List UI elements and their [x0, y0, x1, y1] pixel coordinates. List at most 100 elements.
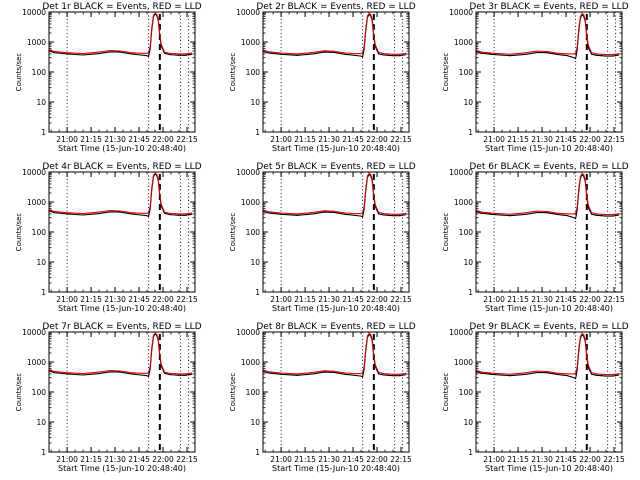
data-point-lld [584, 178, 586, 180]
data-point-lld [578, 28, 580, 30]
data-point-lld [371, 178, 373, 180]
x-axis-label: Start Time (15-Jun-10 20:48:40) [485, 144, 613, 153]
data-point-events [600, 375, 602, 377]
data-point-lld [587, 365, 589, 367]
chart-panel-8: Det 8r BLACK = Events, RED = LLD 1 10 100 10… [229, 322, 416, 473]
data-point-lld [57, 51, 58, 53]
x-tick-label: 21:15 [80, 135, 102, 144]
data-point-events [191, 213, 193, 215]
data-point-lld [363, 366, 365, 368]
data-point-lld [149, 206, 151, 208]
x-tick-label: 21:00 [483, 135, 505, 144]
y-tick-label: 100 [459, 388, 474, 397]
data-point-lld [618, 53, 620, 55]
data-point-lld [480, 371, 482, 373]
data-point-events [164, 52, 166, 54]
x-tick-label: 21:15 [507, 135, 529, 144]
y-axis-label: Counts/sec [442, 53, 450, 92]
data-point-events [392, 215, 394, 217]
x-tick-label: 21:00 [483, 455, 505, 464]
data-point-events [405, 374, 407, 376]
data-point-events [595, 214, 597, 216]
data-point-lld [157, 337, 159, 339]
x-tick-label: 21:15 [507, 455, 529, 464]
data-point-events [403, 214, 405, 216]
chart-panel-9: Det 9r BLACK = Events, RED = LLD 1 10 100 10… [442, 322, 629, 473]
chart-panel-1: Det 1r BLACK = Events, RED = LLD 1 10 100 10… [15, 2, 202, 153]
data-point-events [382, 54, 384, 56]
data-point-events [344, 53, 346, 55]
data-point-events [480, 372, 482, 374]
data-point-lld [119, 210, 121, 212]
data-point-lld [173, 373, 175, 375]
data-point-events [611, 215, 613, 217]
plot-frame [48, 11, 196, 133]
data-point-events [164, 212, 166, 214]
data-point-events [66, 373, 68, 375]
data-point-events [82, 374, 84, 376]
x-axis-label: Start Time (15-Jun-10 20:48:40) [485, 464, 613, 473]
data-point-events [189, 374, 191, 376]
y-tick-label: 1 [468, 288, 473, 297]
data-point-events [109, 371, 111, 373]
data-point-events [611, 375, 613, 377]
data-point-lld [191, 212, 193, 214]
data-point-events [98, 53, 100, 55]
data-point-events [536, 211, 538, 213]
x-tick-label: 21:00 [270, 135, 292, 144]
x-tick-label: 21:30 [531, 295, 553, 304]
x-tick-label: 21:30 [318, 295, 340, 304]
data-point-events [148, 375, 150, 377]
x-tick-label: 22:00 [366, 455, 388, 464]
data-point-events [271, 212, 272, 214]
data-point-lld [567, 213, 569, 215]
data-point-lld [476, 209, 477, 211]
data-point-events [616, 374, 618, 376]
data-point-lld [157, 177, 159, 179]
data-point-lld [546, 371, 548, 373]
x-tick-label: 22:00 [579, 135, 601, 144]
data-point-events [184, 374, 186, 376]
data-point-lld [595, 373, 597, 375]
data-point-lld [373, 35, 375, 36]
data-point-events [591, 373, 593, 375]
data-point-lld [98, 51, 100, 53]
data-point-lld [49, 49, 50, 51]
series-line-events [49, 173, 192, 218]
data-point-events [387, 54, 389, 56]
data-point-lld [267, 211, 269, 213]
chart-title: Det 8r BLACK = Events, RED = LLD [256, 322, 415, 332]
y-tick-label: 10000 [22, 168, 46, 177]
y-tick-label: 100 [459, 228, 474, 237]
data-point-lld [493, 372, 495, 374]
x-tick-label: 21:15 [294, 135, 316, 144]
data-point-lld [296, 213, 298, 215]
data-point-lld [362, 372, 364, 374]
data-point-lld [152, 175, 154, 177]
data-point-events [57, 212, 58, 214]
x-tick-label: 22:15 [176, 295, 198, 304]
data-point-events [546, 52, 548, 54]
data-point-lld [382, 373, 384, 375]
data-point-lld [371, 338, 373, 340]
y-tick-label: 1 [468, 128, 473, 137]
data-point-events [354, 214, 356, 216]
x-tick-label: 21:45 [342, 135, 364, 144]
data-point-lld [546, 211, 548, 213]
data-point-lld [184, 373, 186, 375]
x-tick-label: 21:45 [342, 455, 364, 464]
y-axis-label: Counts/sec [15, 373, 23, 412]
data-point-lld [296, 373, 298, 375]
y-tick-label: 10 [250, 418, 260, 427]
data-point-lld [583, 334, 585, 336]
x-tick-label: 22:15 [176, 135, 198, 144]
data-point-events [600, 215, 602, 217]
data-point-events [296, 374, 298, 376]
data-point-events [146, 215, 148, 217]
data-point-events [611, 55, 613, 57]
data-point-events [146, 55, 148, 57]
data-point-lld [154, 332, 156, 334]
data-point-events [333, 211, 335, 213]
y-tick-label: 10000 [22, 328, 46, 337]
data-point-events [98, 373, 100, 375]
